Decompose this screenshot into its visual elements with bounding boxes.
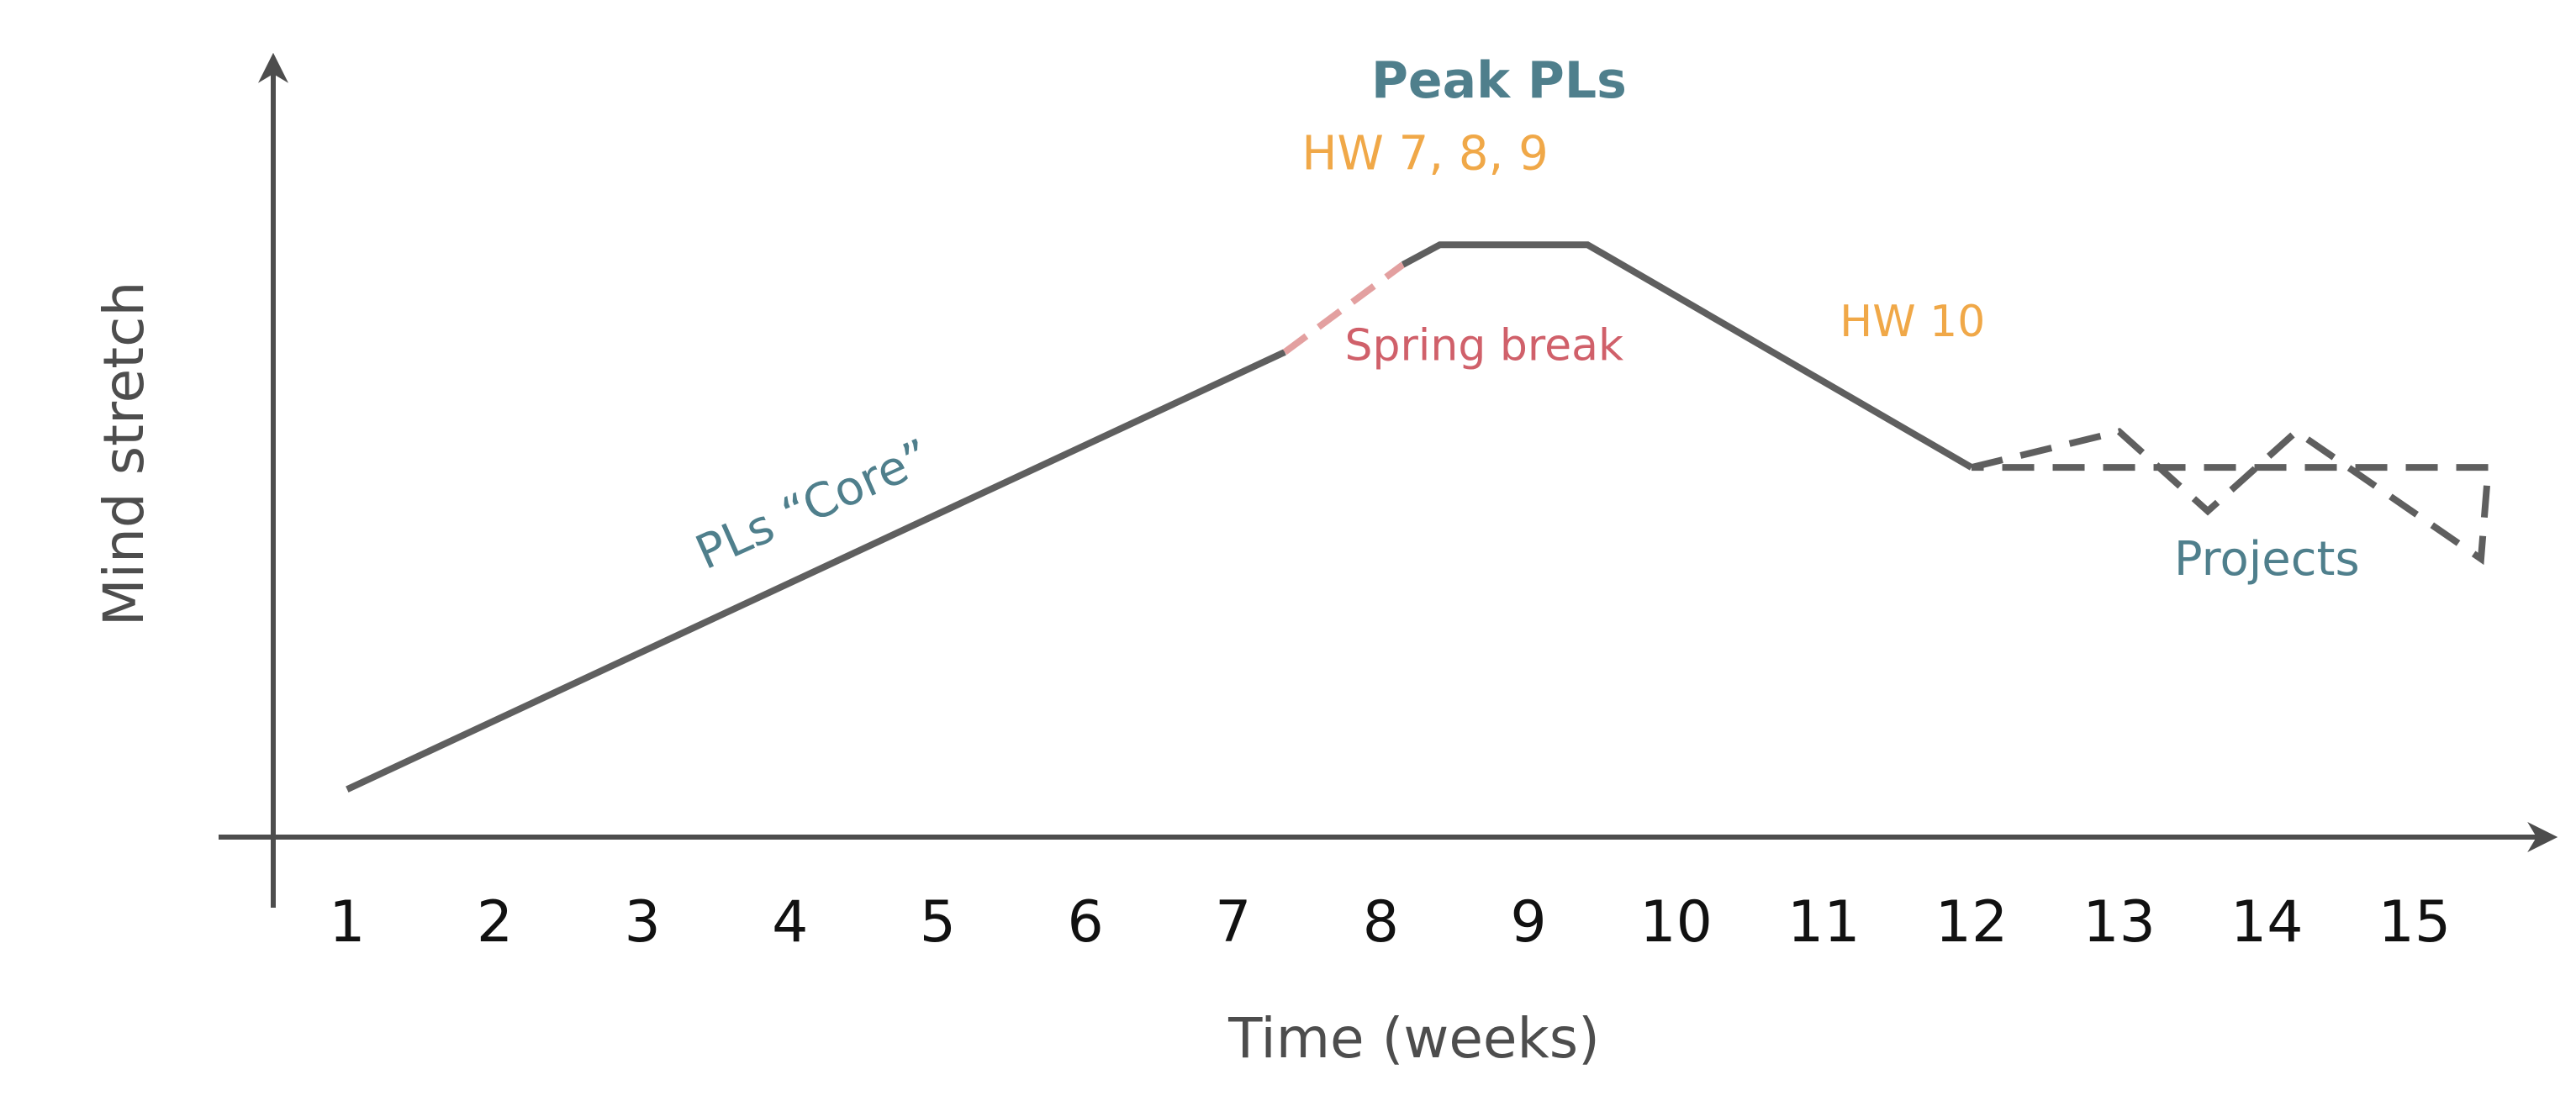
series-layer — [346, 241, 2493, 793]
annotation-hw10: HW 10 — [1840, 297, 1985, 347]
x-tick-label: 10 — [1639, 889, 1713, 956]
x-tick-label: 7 — [1215, 889, 1251, 956]
annotation-hw789: HW 7, 8, 9 — [1301, 126, 1548, 181]
x-tick-label: 2 — [477, 889, 513, 956]
y-axis-title: Mind stretch — [92, 282, 156, 627]
x-tick-label: 9 — [1510, 889, 1546, 956]
annotation-spring: Spring break — [1345, 320, 1624, 371]
series-line-dashed-pink — [1282, 261, 1406, 356]
x-tick-label: 14 — [2230, 889, 2304, 956]
x-tick-label: 4 — [772, 889, 808, 956]
series-line-solid — [346, 349, 1286, 793]
series-line-solid — [1401, 241, 1973, 471]
x-tick-label: 13 — [2082, 889, 2156, 956]
x-tick-label: 3 — [624, 889, 660, 956]
x-tick-label: 11 — [1787, 889, 1861, 956]
annotation-core: PLs “Core” — [688, 429, 938, 580]
x-tick-label: 6 — [1067, 889, 1103, 956]
x-tick-label: 1 — [329, 889, 365, 956]
x-tick-label: 8 — [1363, 889, 1399, 956]
x-tick-label: 15 — [2378, 889, 2452, 956]
x-axis-title: Time (weeks) — [1227, 1006, 1600, 1071]
annotations: Peak PLs HW 7, 8, 9 Spring break PLs “Core”… — [688, 51, 2359, 587]
x-tick-label: 12 — [1935, 889, 2009, 956]
x-tick-labels: 1 2 3 4 5 6 7 8 9 10 11 12 13 14 15 — [329, 889, 2451, 956]
series-line-dashed — [1971, 427, 2493, 566]
annotation-projects: Projects — [2174, 532, 2360, 587]
x-tick-label: 5 — [920, 889, 956, 956]
annotation-peak: Peak PLs — [1371, 51, 1627, 110]
